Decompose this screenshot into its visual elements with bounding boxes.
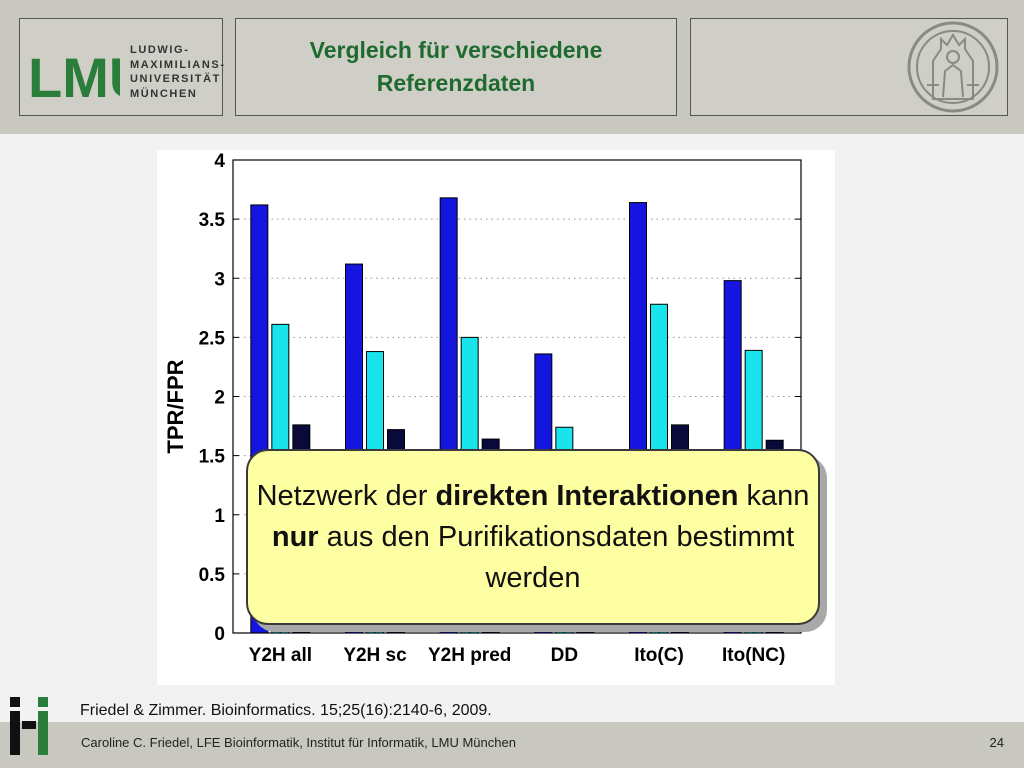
x-tick-label: Ito(C)	[634, 645, 684, 666]
axes-frame	[232, 159, 802, 634]
y-tick-label: 0.5	[199, 565, 226, 586]
y-tick-label: 4	[214, 151, 225, 172]
callout-box: Netzwerk der direkten Interaktionen kann…	[246, 449, 820, 625]
callout-text-segment: kann	[738, 479, 810, 512]
callout-text-segment: aus den Purifikationsdaten bestimmt werd…	[318, 520, 795, 594]
university-seal-icon	[907, 21, 999, 113]
y-tick-label: 3.5	[199, 210, 226, 231]
callout-text-segment: Netzwerk der	[256, 479, 436, 512]
footer-text: Caroline C. Friedel, LFE Bioinformatik, …	[81, 735, 516, 750]
university-line: MÜNCHEN	[130, 87, 198, 100]
title-box: Vergleich für verschiedene Referenzdaten	[235, 18, 677, 116]
seal-box	[690, 18, 1008, 116]
x-tick-label: Y2H all	[249, 645, 312, 666]
x-tick-label: Y2H sc	[343, 645, 407, 666]
y-tick-label: 2.5	[199, 328, 226, 349]
slide-title-line: Referenzdaten	[376, 70, 536, 96]
lmu-logo-mark: LMU	[28, 46, 120, 101]
y-tick-label: 0	[214, 624, 225, 645]
y-tick-label: 3	[214, 269, 225, 290]
university-line: UNIVERSITÄT	[130, 73, 221, 85]
slide-footer	[0, 722, 1024, 768]
callout-text-emphasis: Interaktionen	[556, 479, 739, 512]
university-line: LUDWIG-	[130, 44, 190, 56]
lmu-logo-text: LMU	[28, 46, 120, 101]
lmu-logo-box: LMU LUDWIG- MAXIMILIANS- UNIVERSITÄT MÜN…	[19, 18, 226, 116]
institute-logo-icon	[10, 697, 48, 755]
x-tick-label: DD	[551, 645, 578, 666]
y-axis-label: TPR/FPR	[163, 359, 188, 453]
slide-title: Vergleich für verschiedene Referenzdaten	[310, 34, 603, 100]
x-tick-label: Y2H pred	[428, 645, 511, 666]
university-line: MAXIMILIANS-	[130, 58, 226, 71]
page-number: 24	[989, 735, 1004, 750]
reference-citation: Friedel & Zimmer. Bioinformatics. 15;25(…	[80, 702, 492, 719]
callout-text-emphasis: direkten	[435, 479, 549, 512]
y-tick-label: 1	[214, 506, 225, 527]
y-tick-label: 1.5	[199, 447, 226, 468]
university-name: LUDWIG- MAXIMILIANS- UNIVERSITÄT MÜNCHEN	[130, 43, 226, 101]
x-tick-label: Ito(NC)	[722, 645, 785, 666]
callout-text-emphasis: nur	[271, 520, 319, 553]
callout-text: Netzwerk der direkten Interaktionen kann…	[248, 476, 818, 599]
slide-title-line: Vergleich für verschiedene	[309, 37, 603, 63]
slide-header: LMU LUDWIG- MAXIMILIANS- UNIVERSITÄT MÜN…	[0, 0, 1024, 134]
y-tick-label: 2	[214, 388, 225, 409]
